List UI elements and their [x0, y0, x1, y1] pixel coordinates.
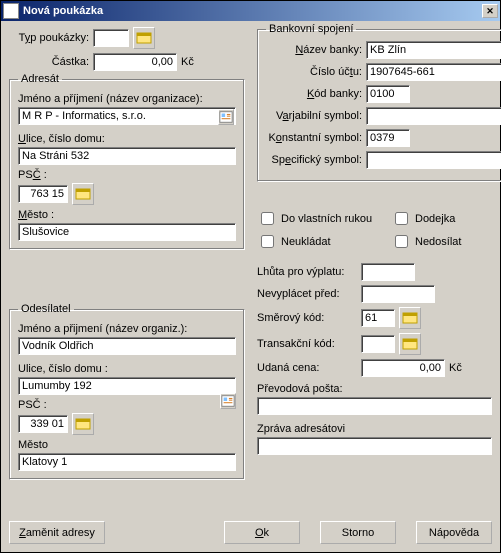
bank-var-label: Varjabilní symbol:	[266, 110, 362, 122]
window-title: Nová poukázka	[23, 5, 482, 17]
adresat-ulice-label: Ulice, číslo domu:	[18, 133, 236, 145]
castka-unit: Kč	[181, 56, 194, 68]
adresat-name-label: Jméno a příjmení (název organizace):	[18, 93, 236, 105]
bank-nazev-label: Název banky:	[266, 44, 362, 56]
udana-input[interactable]	[361, 359, 445, 377]
typ-label: Typ poukázky:	[13, 32, 89, 44]
close-button[interactable]: ✕	[482, 4, 498, 18]
chk-nedosilat[interactable]: Nedosílat	[391, 232, 461, 251]
odesilatel-psc-lookup-button[interactable]	[72, 413, 94, 435]
adresat-psc-label: PSČ :	[18, 169, 236, 181]
chk-dodejka[interactable]: Dodejka	[391, 209, 455, 228]
dialog-window: Nová poukázka ✕ Typ poukázky: Částka: Kč…	[0, 0, 501, 553]
bank-spec-label: Specifický symbol:	[266, 154, 362, 166]
odesilatel-psc-label: PSČ :	[18, 399, 236, 411]
zprava-input[interactable]	[257, 437, 492, 455]
napoveda-button[interactable]: Nápověda	[416, 521, 492, 544]
nevy-input[interactable]	[361, 285, 435, 303]
prevod-label: Převodová pošta:	[257, 383, 492, 395]
bank-kod-label: Kód banky:	[266, 88, 362, 100]
typ-lookup-button[interactable]	[133, 27, 155, 49]
ok-button[interactable]: Ok	[224, 521, 300, 544]
trans-label: Transakční kód:	[257, 338, 357, 350]
card-icon-2[interactable]	[220, 393, 236, 409]
client-area: Typ poukázky: Částka: Kč Adresát Jméno a…	[1, 21, 500, 552]
bank-legend: Bankovní spojení	[266, 23, 356, 35]
bank-var-input[interactable]	[366, 107, 501, 125]
adresat-mesto-input[interactable]	[18, 223, 236, 241]
trans-lookup-button[interactable]	[399, 333, 421, 355]
odesilatel-ulice-input[interactable]	[18, 377, 236, 395]
adresat-psc-input[interactable]	[18, 185, 68, 203]
adresat-mesto-label: Město :	[18, 209, 236, 221]
chk-neukladat[interactable]: Neukládat	[257, 232, 387, 251]
bank-spec-input[interactable]	[366, 151, 501, 169]
app-icon	[3, 3, 19, 19]
udana-label: Udaná cena:	[257, 362, 357, 374]
smer-lookup-button[interactable]	[399, 307, 421, 329]
odesilatel-name-input[interactable]	[18, 337, 236, 355]
storno-button[interactable]: Storno	[320, 521, 396, 544]
lhuta-label: Lhůta pro výplatu:	[257, 266, 357, 278]
zamenit-button[interactable]: Zaměnit adresy	[9, 521, 105, 544]
odesilatel-name-label: Jméno a přijmení (název organiz.):	[18, 323, 236, 335]
bank-cislo-input[interactable]	[366, 63, 501, 81]
odesilatel-mesto-input[interactable]	[18, 453, 236, 471]
bank-kod-input[interactable]	[366, 85, 410, 103]
bank-kon-label: Konstantní symbol:	[266, 132, 362, 144]
castka-label: Částka:	[13, 56, 89, 68]
odesilatel-psc-input[interactable]	[18, 415, 68, 433]
odesilatel-fieldset: Odesílatel Jméno a přijmení (název organ…	[9, 303, 245, 480]
bank-cislo-label: Číslo účtu:	[266, 66, 362, 78]
prevod-input[interactable]	[257, 397, 492, 415]
smer-input[interactable]	[361, 309, 395, 327]
bank-kon-input[interactable]	[366, 129, 410, 147]
adresat-ulice-input[interactable]	[18, 147, 236, 165]
chk-vlastnich[interactable]: Do vlastních rukou	[257, 209, 387, 228]
odesilatel-mesto-label: Město	[18, 439, 236, 451]
adresat-psc-lookup-button[interactable]	[72, 183, 94, 205]
zprava-label: Zpráva adresátovi	[257, 423, 492, 435]
bank-nazev-input[interactable]	[366, 41, 501, 59]
trans-input[interactable]	[361, 335, 395, 353]
adresat-fieldset: Adresát Jméno a příjmení (název organiza…	[9, 73, 245, 250]
odesilatel-legend: Odesílatel	[18, 303, 74, 315]
titlebar: Nová poukázka ✕	[1, 1, 500, 21]
card-icon[interactable]	[218, 109, 234, 125]
odesilatel-ulice-label: Ulice, číslo domu :	[18, 363, 236, 375]
lhuta-input[interactable]	[361, 263, 415, 281]
typ-input[interactable]	[93, 29, 129, 47]
adresat-name-input[interactable]	[18, 107, 236, 125]
udana-unit: Kč	[449, 362, 462, 374]
adresat-legend: Adresát	[18, 73, 62, 85]
castka-input[interactable]	[93, 53, 177, 71]
smer-label: Směrový kód:	[257, 312, 357, 324]
nevy-label: Nevyplácet před:	[257, 288, 357, 300]
bank-fieldset: Bankovní spojení Název banky: Číslo účtu…	[257, 23, 501, 182]
